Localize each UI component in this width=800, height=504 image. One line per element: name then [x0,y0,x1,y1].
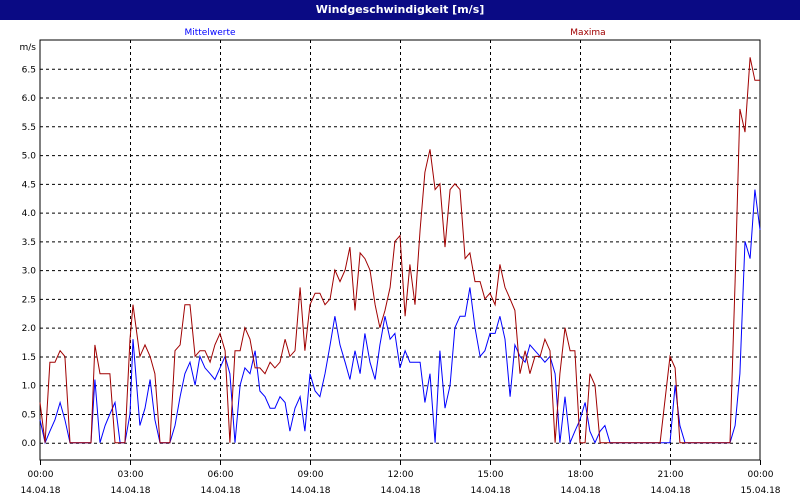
y-tick-label: 0.0 [22,439,37,449]
y-tick-label: 1.5 [22,353,36,363]
chart-area: 0.0 0.5 1.0 1.5 2.0 2.5 3.0 3.5 4.0 4.5 5.0 5.5 6.0 6… [0,20,800,500]
y-tick-label: 1.0 [22,382,37,392]
x-tick-time: 18:00 [568,470,594,480]
x-tick-date: 15.04.18 [740,486,780,496]
x-tick-time: 09:00 [298,470,324,480]
x-tick-date: 14.04.18 [470,486,510,496]
x-tick-date: 14.04.18 [560,486,600,496]
y-tick-label: 4.5 [22,180,36,190]
x-tick-time: 21:00 [658,470,684,480]
x-tick-date: 14.04.18 [110,486,150,496]
x-tick-time: 00:00 [28,470,54,480]
x-tick-time: 15:00 [478,470,504,480]
x-tick-time: 06:00 [208,470,234,480]
y-tick-label: 0.5 [22,410,36,420]
y-tick-label: 2.5 [22,295,36,305]
x-tick-time: 12:00 [388,470,414,480]
x-tick-date: 14.04.18 [20,486,60,496]
x-tick-date: 14.04.18 [650,486,690,496]
x-tick-time: 03:00 [118,470,144,480]
y-tick-label: 6.5 [22,65,36,75]
y-tick-label: 2.0 [22,324,37,334]
y-tick-label: 6.0 [22,94,37,104]
x-tick-time: 00:00 [748,470,774,480]
y-tick-label: 3.0 [22,267,37,277]
legend-maxima: Maxima [570,28,605,38]
window-title: Windgeschwindigkeit [m/s] [0,0,800,20]
x-tick-date: 14.04.18 [200,486,240,496]
series-line-mittelwerte [39,189,761,445]
x-tick-date: 14.04.18 [290,486,330,496]
legend-mittelwerte: Mittelwerte [184,28,235,38]
x-tick-date: 14.04.18 [380,486,420,496]
y-axis-label: m/s [20,43,37,53]
y-tick-label: 4.0 [22,209,37,219]
series-line-maxima [39,57,760,444]
y-tick-label: 5.5 [22,123,36,133]
y-tick-label: 5.0 [22,152,37,162]
wind-speed-chart: 0.0 0.5 1.0 1.5 2.0 2.5 3.0 3.5 4.0 4.5 5.0 5.5 6.0 6… [20,28,781,496]
y-tick-label: 3.5 [22,238,36,248]
